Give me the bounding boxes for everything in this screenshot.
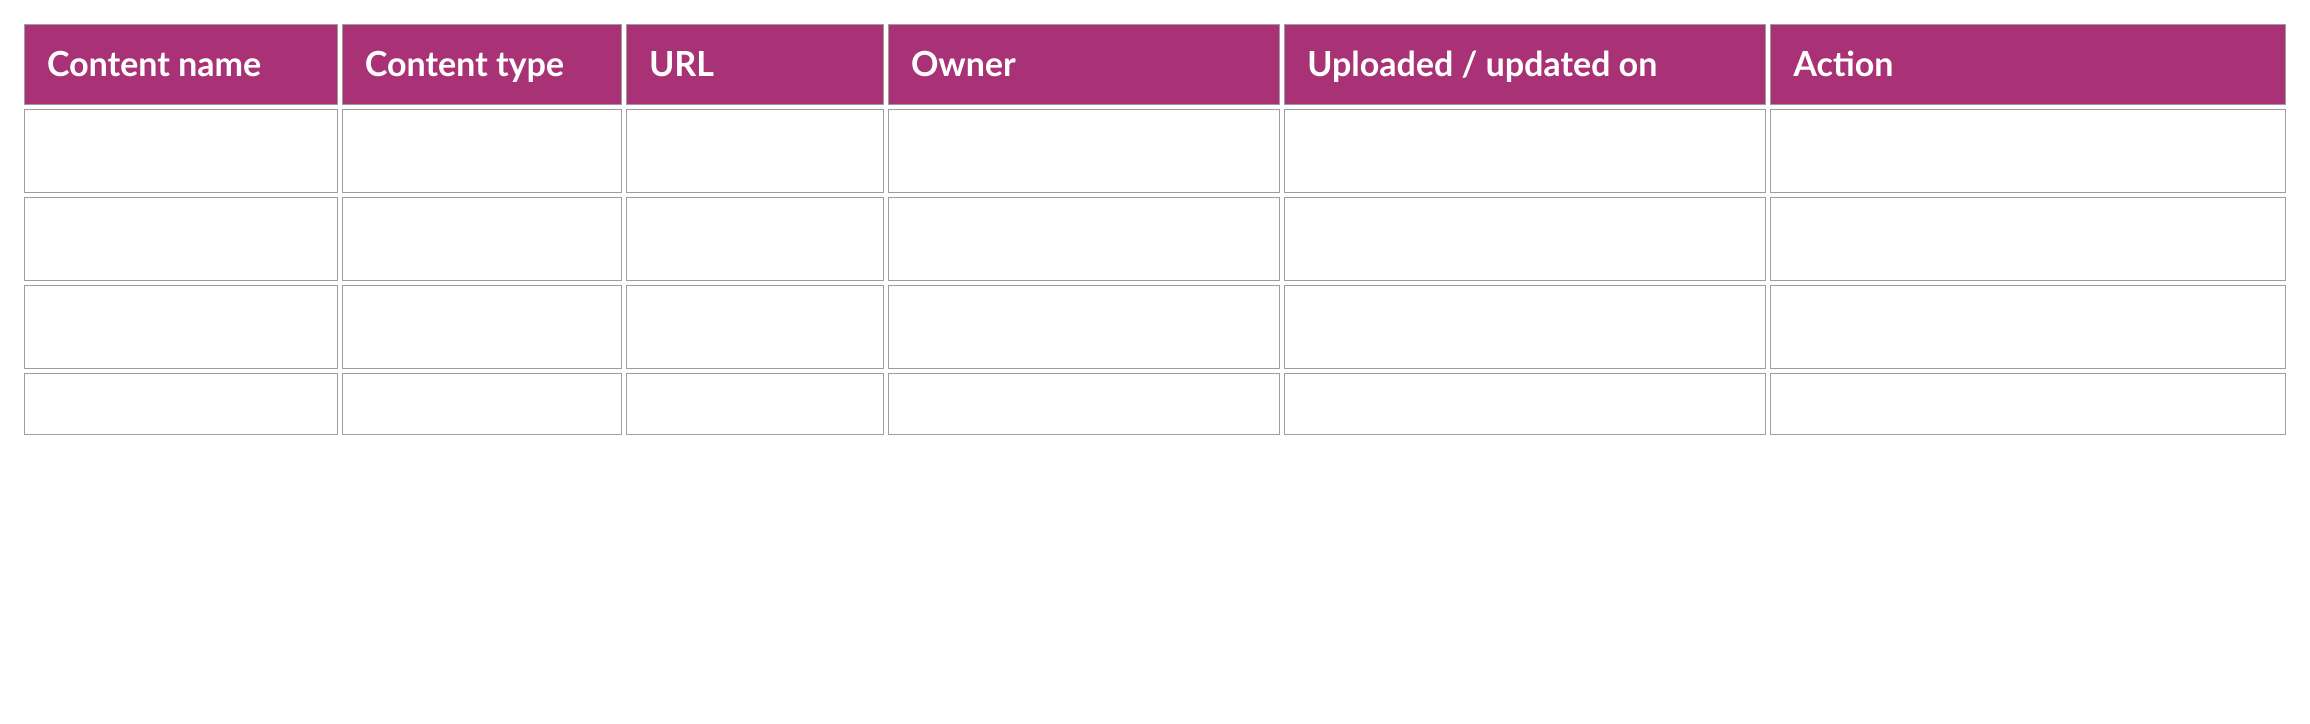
cell-url xyxy=(626,285,884,369)
column-header-action: Action xyxy=(1770,24,2286,105)
column-header-uploaded_on: Uploaded / updated on xyxy=(1284,24,1766,105)
cell-content_type xyxy=(342,197,622,281)
cell-action xyxy=(1770,197,2286,281)
cell-owner xyxy=(888,197,1280,281)
cell-content_name xyxy=(24,373,338,435)
cell-url xyxy=(626,373,884,435)
cell-uploaded_on xyxy=(1284,373,1766,435)
cell-uploaded_on xyxy=(1284,109,1766,193)
table-row xyxy=(24,285,2286,369)
cell-action xyxy=(1770,373,2286,435)
column-header-content_type: Content type xyxy=(342,24,622,105)
cell-content_name xyxy=(24,109,338,193)
table-row xyxy=(24,197,2286,281)
cell-action xyxy=(1770,285,2286,369)
content-table: Content nameContent typeURLOwnerUploaded… xyxy=(20,20,2290,439)
cell-uploaded_on xyxy=(1284,197,1766,281)
cell-content_type xyxy=(342,285,622,369)
cell-action xyxy=(1770,109,2286,193)
column-header-content_name: Content name xyxy=(24,24,338,105)
table-header-row: Content nameContent typeURLOwnerUploaded… xyxy=(24,24,2286,105)
cell-owner xyxy=(888,373,1280,435)
column-header-url: URL xyxy=(626,24,884,105)
cell-url xyxy=(626,197,884,281)
column-header-owner: Owner xyxy=(888,24,1280,105)
cell-content_name xyxy=(24,285,338,369)
cell-owner xyxy=(888,285,1280,369)
cell-owner xyxy=(888,109,1280,193)
cell-uploaded_on xyxy=(1284,285,1766,369)
cell-content_type xyxy=(342,109,622,193)
cell-url xyxy=(626,109,884,193)
content-table-wrapper: Content nameContent typeURLOwnerUploaded… xyxy=(20,20,2290,439)
cell-content_type xyxy=(342,373,622,435)
cell-content_name xyxy=(24,197,338,281)
table-row xyxy=(24,373,2286,435)
table-row xyxy=(24,109,2286,193)
